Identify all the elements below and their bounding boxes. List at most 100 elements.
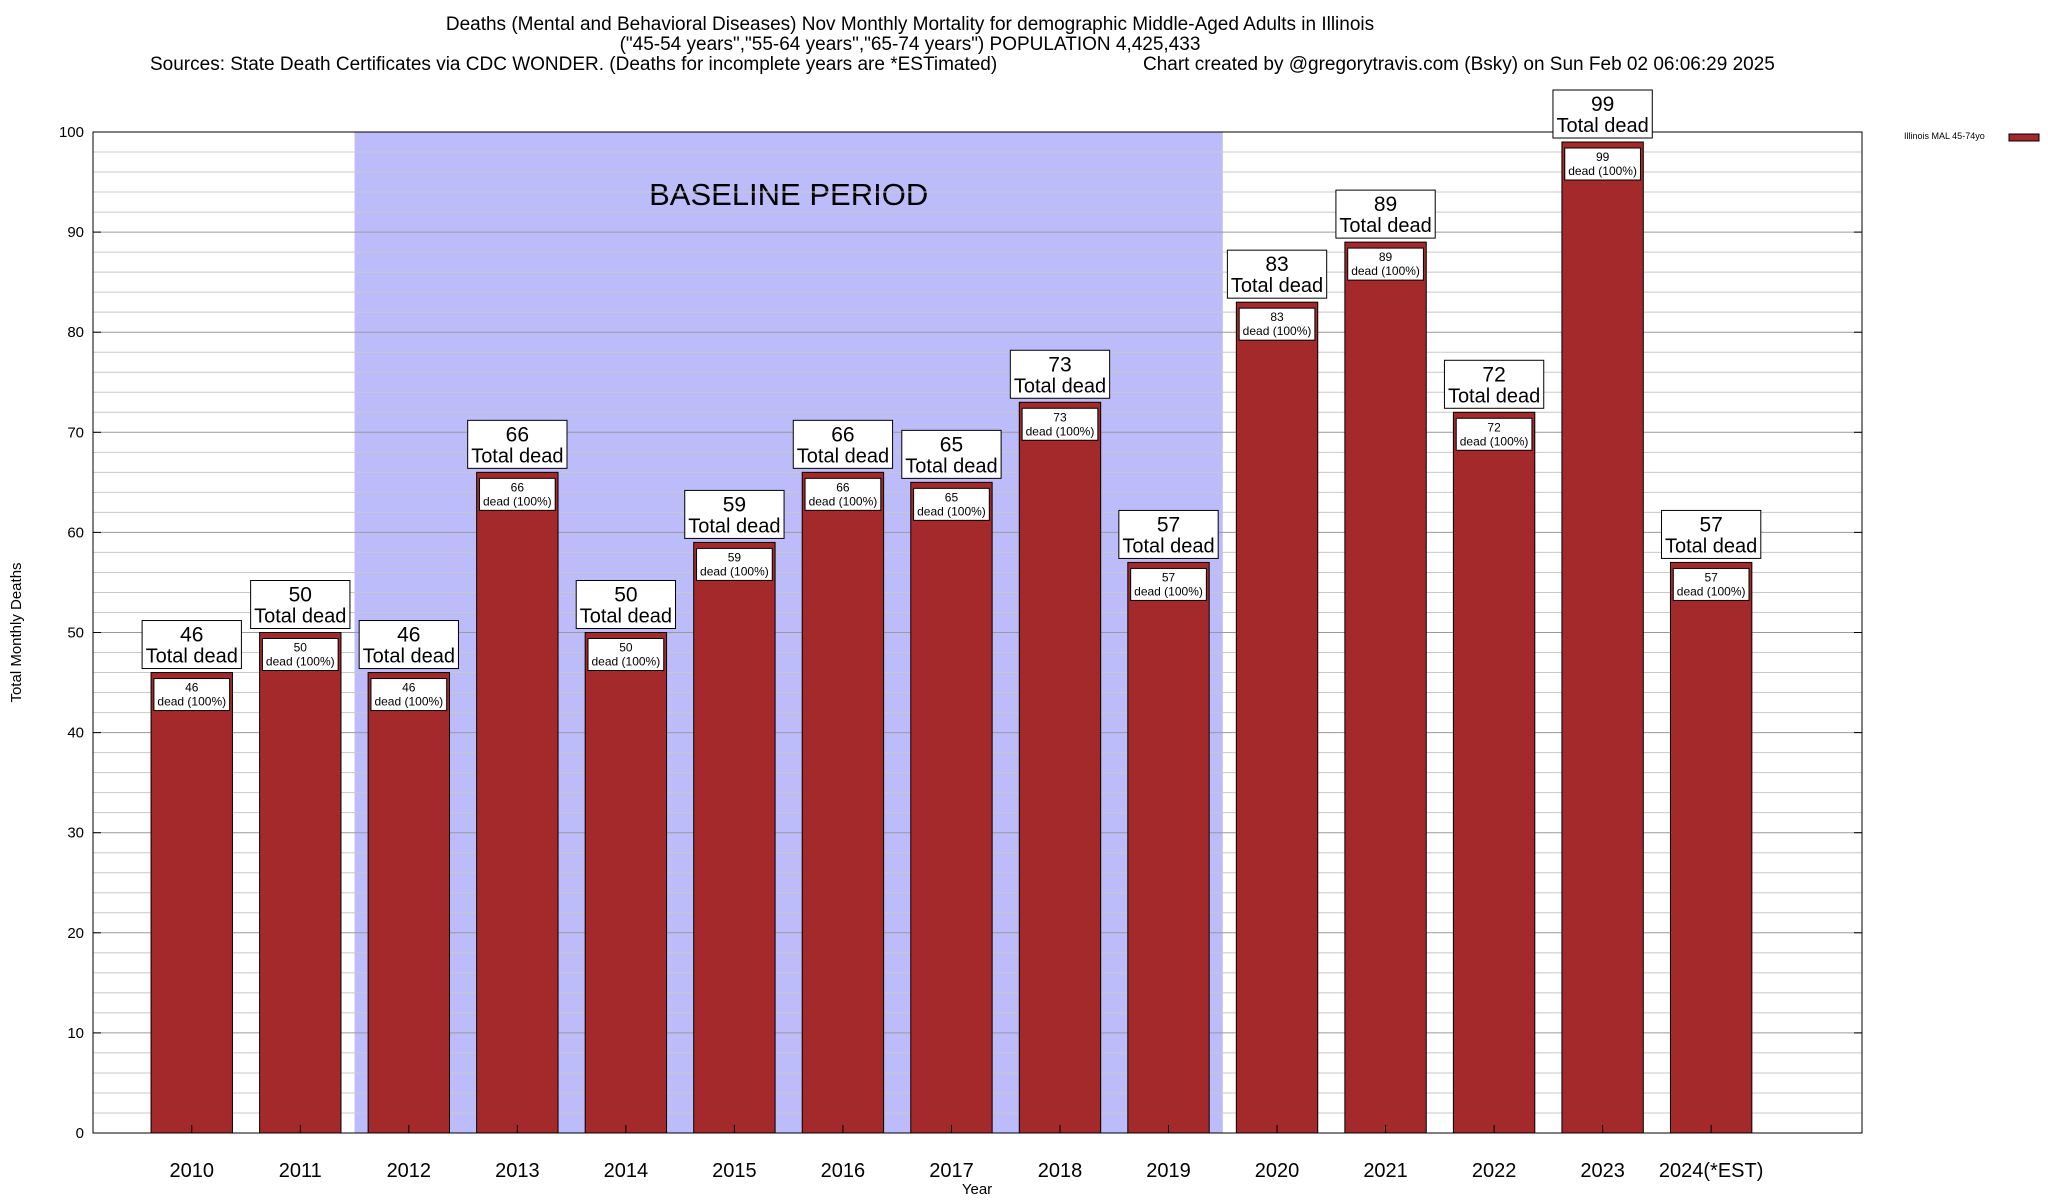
x-tick-label: 2016 — [821, 1160, 866, 1182]
y-tick-label: 60 — [67, 524, 84, 541]
top-value-label: 46 — [397, 624, 420, 647]
x-tick-label: 2023 — [1580, 1160, 1625, 1182]
inner-value-label: 50 — [619, 641, 633, 655]
y-tick-label: 0 — [76, 1125, 84, 1142]
inner-value-label: 65 — [945, 490, 959, 504]
top-value-label: 57 — [1157, 513, 1180, 536]
inner-label-box — [370, 678, 448, 712]
inner-percent-label: dead (100%) — [157, 695, 226, 709]
y-tick-label: 30 — [67, 825, 84, 842]
inner-label-box — [153, 678, 231, 712]
bar — [801, 471, 885, 1134]
top-label-box — [467, 419, 568, 469]
top-value-label: 66 — [831, 423, 854, 446]
x-tick-label: 2020 — [1255, 1160, 1300, 1182]
bar — [1669, 561, 1753, 1134]
bar — [693, 541, 776, 1134]
top-value-label: 73 — [1048, 353, 1071, 376]
top-label-box — [901, 429, 1002, 479]
top-total-label: Total dead — [1665, 535, 1757, 557]
top-label-box — [358, 620, 459, 670]
inner-percent-label: dead (100%) — [1460, 434, 1529, 448]
top-total-label: Total dead — [1556, 115, 1648, 137]
top-label-box — [1118, 509, 1219, 559]
inner-label-box — [696, 547, 773, 581]
y-axis-label: Total Monthly Deaths — [8, 562, 25, 702]
legend-label: Illinois MAL 45-74yo — [1904, 131, 1985, 141]
bar — [1127, 561, 1210, 1134]
top-total-label: Total dead — [905, 455, 997, 477]
inner-value-label: 89 — [1379, 250, 1393, 264]
bar — [584, 632, 668, 1134]
top-label-box — [1443, 359, 1545, 409]
top-value-label: 46 — [180, 624, 203, 647]
x-tick-label: 2019 — [1146, 1160, 1191, 1182]
x-tick-label: 2011 — [279, 1160, 322, 1182]
top-value-label: 50 — [289, 584, 312, 607]
inner-percent-label: dead (100%) — [917, 504, 986, 518]
top-label-box — [1226, 249, 1328, 299]
inner-value-label: 66 — [836, 480, 850, 494]
inner-percent-label: dead (100%) — [1243, 324, 1312, 338]
inner-value-label: 46 — [185, 681, 199, 695]
inner-label-box — [1130, 567, 1207, 601]
x-axis-label: Year — [962, 1181, 992, 1198]
top-total-label: Total dead — [254, 606, 346, 628]
inner-label-box — [587, 638, 665, 671]
inner-label-box — [913, 487, 990, 521]
x-tick-label: 2017 — [929, 1160, 974, 1182]
inner-label-box — [478, 477, 556, 511]
bar — [1452, 411, 1536, 1134]
inner-value-label: 59 — [728, 550, 742, 564]
chart-source-note: Sources: State Death Certificates via CD… — [150, 54, 998, 75]
y-tick-label: 70 — [67, 424, 84, 441]
top-total-label: Total dead — [1448, 385, 1540, 407]
x-tick-label: 2015 — [712, 1160, 757, 1182]
x-tick-label: 2022 — [1472, 1160, 1517, 1182]
top-label-box — [1660, 509, 1762, 559]
x-tick-label: 2018 — [1038, 1160, 1083, 1182]
inner-percent-label: dead (100%) — [1351, 264, 1420, 278]
inner-label-box — [1238, 307, 1316, 341]
top-total-label: Total dead — [471, 445, 563, 467]
y-tick-label: 90 — [67, 224, 84, 241]
top-label-box — [792, 419, 894, 469]
bar — [1018, 401, 1102, 1134]
inner-percent-label: dead (100%) — [1026, 424, 1095, 438]
top-label-box — [1335, 189, 1436, 239]
top-label-box — [1009, 349, 1111, 399]
x-tick-label: 2012 — [387, 1160, 432, 1182]
x-tick-label: 2010 — [170, 1160, 215, 1182]
chart-subtitle: ("45-54 years","55-64 years","65-74 year… — [619, 34, 1201, 55]
inner-value-label: 73 — [1053, 410, 1067, 424]
top-value-label: 57 — [1699, 513, 1722, 536]
inner-label-box — [804, 477, 882, 511]
bar — [150, 672, 233, 1134]
y-tick-label: 10 — [67, 1025, 84, 1042]
bar — [259, 632, 342, 1134]
top-total-label: Total dead — [146, 646, 238, 668]
top-label-box — [141, 620, 242, 670]
x-tick-label: 2014 — [604, 1160, 649, 1182]
y-tick-label: 20 — [67, 925, 84, 942]
top-label-box — [684, 489, 785, 539]
inner-value-label: 57 — [1704, 570, 1718, 584]
top-value-label: 83 — [1265, 253, 1288, 276]
inner-percent-label: dead (100%) — [1677, 584, 1746, 598]
top-label-box — [575, 580, 677, 629]
top-label-box — [1552, 89, 1653, 139]
y-tick-label: 80 — [67, 324, 84, 341]
bar — [1561, 141, 1644, 1134]
bar — [476, 471, 559, 1134]
inner-value-label: 72 — [1487, 420, 1501, 434]
bar — [910, 481, 993, 1134]
legend-swatch — [2008, 133, 2040, 142]
inner-label-box — [1564, 147, 1641, 181]
inner-value-label: 83 — [1270, 310, 1284, 324]
inner-percent-label: dead (100%) — [700, 564, 769, 578]
inner-label-box — [1455, 417, 1533, 451]
y-tick-label: 50 — [67, 625, 84, 642]
top-value-label: 99 — [1591, 93, 1614, 116]
top-value-label: 65 — [940, 433, 963, 456]
